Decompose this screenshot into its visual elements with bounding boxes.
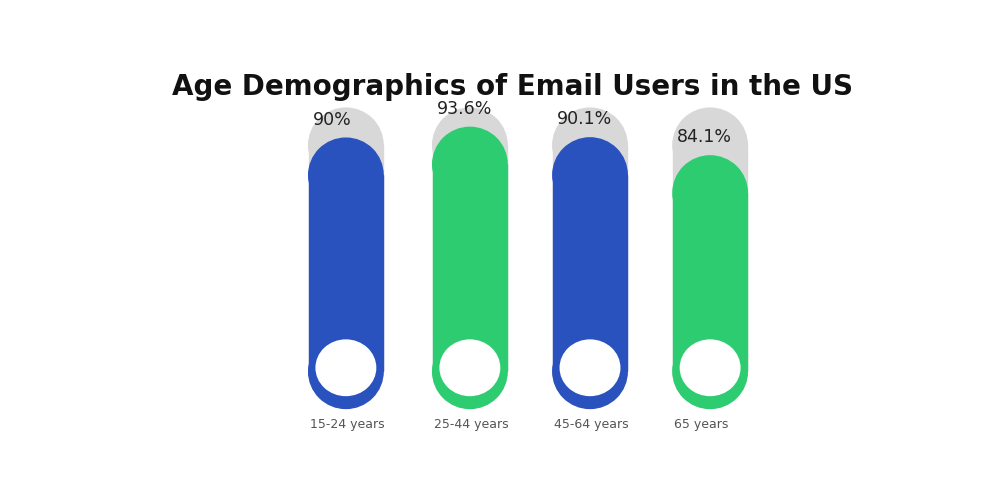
- Text: 93.6%: 93.6%: [437, 100, 492, 117]
- Text: 90.1%: 90.1%: [557, 110, 612, 128]
- Text: 65 years: 65 years: [674, 418, 729, 431]
- Ellipse shape: [680, 340, 740, 396]
- Bar: [309, 145, 383, 372]
- Ellipse shape: [553, 138, 627, 212]
- Text: Age Demographics of Email Users in the US: Age Demographics of Email Users in the U…: [172, 74, 853, 102]
- Bar: [673, 193, 747, 372]
- Text: 25-44 years: 25-44 years: [434, 418, 509, 431]
- Ellipse shape: [433, 334, 507, 408]
- Bar: [553, 145, 627, 372]
- Ellipse shape: [673, 156, 747, 230]
- Text: 90%: 90%: [313, 110, 351, 128]
- Ellipse shape: [309, 334, 383, 408]
- Ellipse shape: [316, 340, 376, 396]
- Ellipse shape: [560, 340, 620, 396]
- Ellipse shape: [433, 334, 507, 408]
- Text: 84.1%: 84.1%: [677, 128, 732, 146]
- Text: 45-64 years: 45-64 years: [554, 418, 629, 431]
- Ellipse shape: [309, 108, 383, 182]
- Ellipse shape: [553, 108, 627, 182]
- Bar: [309, 175, 383, 372]
- Bar: [433, 164, 507, 372]
- Ellipse shape: [440, 340, 500, 396]
- Ellipse shape: [553, 334, 627, 408]
- Ellipse shape: [553, 334, 627, 408]
- Bar: [433, 145, 507, 372]
- Ellipse shape: [673, 334, 747, 408]
- Ellipse shape: [433, 108, 507, 182]
- Bar: [553, 175, 627, 372]
- Ellipse shape: [673, 108, 747, 182]
- Text: 15-24 years: 15-24 years: [310, 418, 385, 431]
- Bar: [673, 145, 747, 372]
- Ellipse shape: [433, 128, 507, 202]
- Ellipse shape: [673, 334, 747, 408]
- Ellipse shape: [309, 138, 383, 212]
- Ellipse shape: [309, 334, 383, 408]
